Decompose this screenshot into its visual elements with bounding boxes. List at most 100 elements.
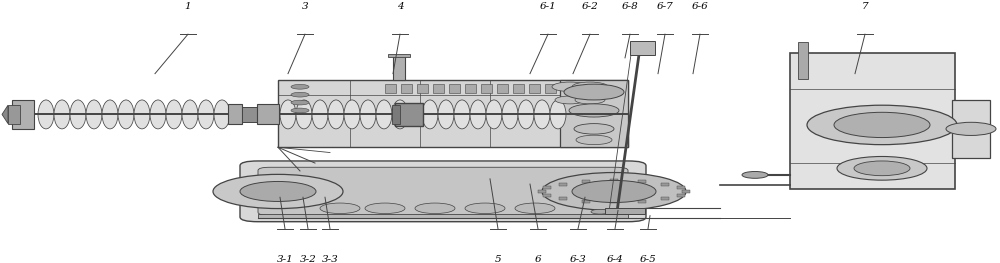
Bar <box>8 105 20 124</box>
Ellipse shape <box>102 100 118 129</box>
Ellipse shape <box>344 100 360 129</box>
Circle shape <box>575 96 605 104</box>
Ellipse shape <box>454 100 470 129</box>
Ellipse shape <box>550 100 566 129</box>
Circle shape <box>621 209 639 214</box>
Ellipse shape <box>518 100 534 129</box>
FancyBboxPatch shape <box>240 161 646 222</box>
Bar <box>393 55 405 80</box>
Circle shape <box>834 112 930 138</box>
Bar <box>610 200 618 204</box>
Bar <box>12 100 34 129</box>
Text: 6: 6 <box>535 255 541 263</box>
Bar <box>661 183 669 186</box>
Ellipse shape <box>70 100 86 129</box>
Bar <box>582 200 590 203</box>
Circle shape <box>742 171 768 178</box>
Text: 6-6: 6-6 <box>692 2 708 11</box>
Ellipse shape <box>360 100 376 129</box>
Polygon shape <box>2 105 8 124</box>
Ellipse shape <box>328 100 344 129</box>
Bar <box>638 200 646 203</box>
Text: 6-2: 6-2 <box>582 2 598 11</box>
Text: 1: 1 <box>185 2 191 11</box>
Circle shape <box>606 209 624 214</box>
Bar <box>529 84 540 93</box>
Text: 6-5: 6-5 <box>640 255 656 263</box>
Text: 6-4: 6-4 <box>607 255 623 263</box>
Text: 3-1: 3-1 <box>277 255 293 263</box>
Bar <box>513 84 524 93</box>
Bar <box>481 84 492 93</box>
Bar <box>401 84 412 93</box>
Circle shape <box>837 156 927 180</box>
Bar <box>278 80 628 147</box>
Bar <box>677 194 685 197</box>
Bar <box>582 180 590 183</box>
Circle shape <box>291 100 309 105</box>
Bar <box>242 107 258 122</box>
Text: 5: 5 <box>495 255 501 263</box>
Bar <box>790 53 955 189</box>
Circle shape <box>854 161 910 176</box>
Bar <box>610 179 618 183</box>
Circle shape <box>240 181 316 201</box>
Ellipse shape <box>182 100 198 129</box>
Bar <box>417 84 428 93</box>
Ellipse shape <box>198 100 214 129</box>
Ellipse shape <box>38 100 54 129</box>
Ellipse shape <box>86 100 102 129</box>
Bar <box>449 84 460 93</box>
Circle shape <box>465 203 505 214</box>
Bar <box>677 186 685 189</box>
Bar <box>497 84 508 93</box>
Circle shape <box>291 92 309 97</box>
Text: 3-2: 3-2 <box>300 255 316 263</box>
Text: 3: 3 <box>302 2 308 11</box>
Bar <box>605 208 645 214</box>
Text: 3-3: 3-3 <box>322 255 338 263</box>
Bar <box>388 54 410 57</box>
Circle shape <box>213 174 343 209</box>
Bar <box>798 42 808 79</box>
Circle shape <box>365 203 405 214</box>
Circle shape <box>291 108 309 113</box>
Bar <box>385 84 396 93</box>
Ellipse shape <box>166 100 182 129</box>
Ellipse shape <box>438 100 454 129</box>
Text: 6-1: 6-1 <box>540 2 556 11</box>
Bar <box>559 197 567 200</box>
Ellipse shape <box>214 100 230 129</box>
Bar <box>392 105 400 124</box>
Circle shape <box>576 135 612 145</box>
Ellipse shape <box>470 100 486 129</box>
Bar <box>661 197 669 200</box>
Circle shape <box>542 173 686 210</box>
Ellipse shape <box>296 100 312 129</box>
Circle shape <box>597 90 623 97</box>
Text: 6-3: 6-3 <box>570 255 586 263</box>
Text: 6-7: 6-7 <box>657 2 673 11</box>
Bar <box>258 214 628 218</box>
Circle shape <box>564 84 624 100</box>
Bar <box>952 100 990 158</box>
Ellipse shape <box>312 100 328 129</box>
Ellipse shape <box>422 100 438 129</box>
Bar <box>545 84 556 93</box>
Ellipse shape <box>134 100 150 129</box>
Bar <box>559 183 567 186</box>
Circle shape <box>569 104 619 117</box>
Bar <box>395 103 423 126</box>
Ellipse shape <box>486 100 502 129</box>
Circle shape <box>574 124 614 134</box>
Circle shape <box>415 203 455 214</box>
Circle shape <box>807 105 957 145</box>
Bar <box>638 180 646 183</box>
Circle shape <box>291 84 309 89</box>
Ellipse shape <box>502 100 518 129</box>
Ellipse shape <box>150 100 166 129</box>
Text: 6-8: 6-8 <box>622 2 638 11</box>
Ellipse shape <box>534 100 550 129</box>
Ellipse shape <box>392 100 408 129</box>
Text: 7: 7 <box>862 2 868 11</box>
